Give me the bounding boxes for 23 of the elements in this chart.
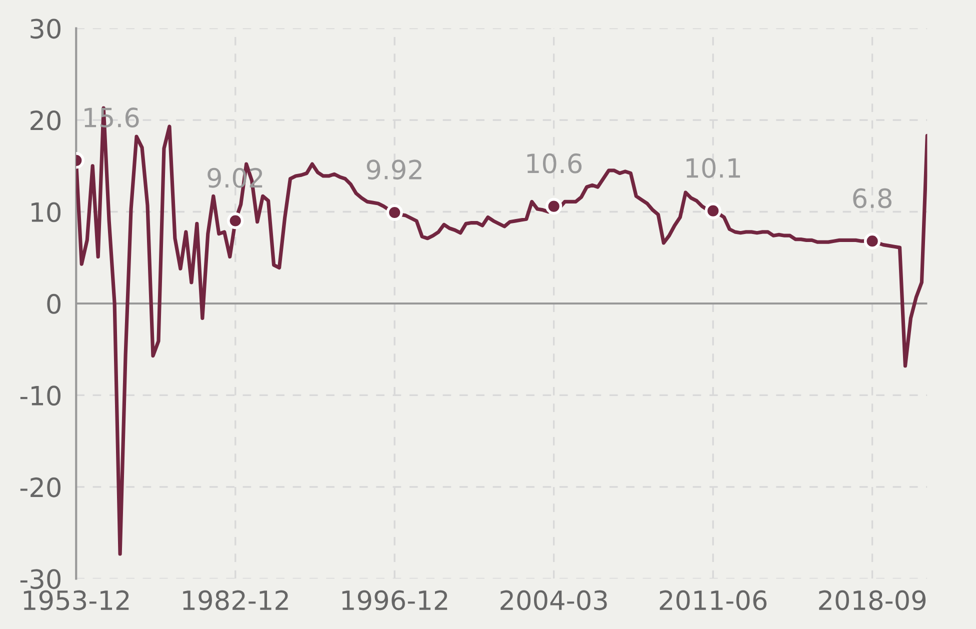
- y-tick-label: -10: [20, 386, 60, 406]
- y-tick-label: 10: [32, 202, 60, 222]
- y-tick-label: -30: [20, 569, 60, 590]
- y-tick-label: 20: [30, 110, 60, 130]
- data-label: 9.92: [366, 160, 422, 180]
- x-tick-label: 1982-12: [183, 590, 288, 610]
- x-tick-label: 2004-03: [500, 590, 607, 610]
- y-tick-label: -20: [20, 477, 60, 498]
- x-tick-label: 1953-12: [24, 590, 129, 610]
- y-tick-label: 0: [47, 294, 60, 314]
- data-label: 6.8: [853, 188, 892, 208]
- point: [545, 198, 562, 215]
- point: [227, 212, 244, 230]
- point: [704, 202, 722, 220]
- x-tick-label: 2018-09: [819, 590, 926, 610]
- data-label: 10.6: [527, 153, 582, 174]
- line-series: [76, 106, 928, 556]
- point: [864, 232, 881, 250]
- point: [386, 204, 403, 221]
- x-tick-label: 1996-12: [342, 590, 448, 610]
- y-tick-label: 30: [30, 18, 60, 39]
- data-label: 10.1: [686, 158, 740, 178]
- x-tick-label: 2011-06: [660, 590, 767, 610]
